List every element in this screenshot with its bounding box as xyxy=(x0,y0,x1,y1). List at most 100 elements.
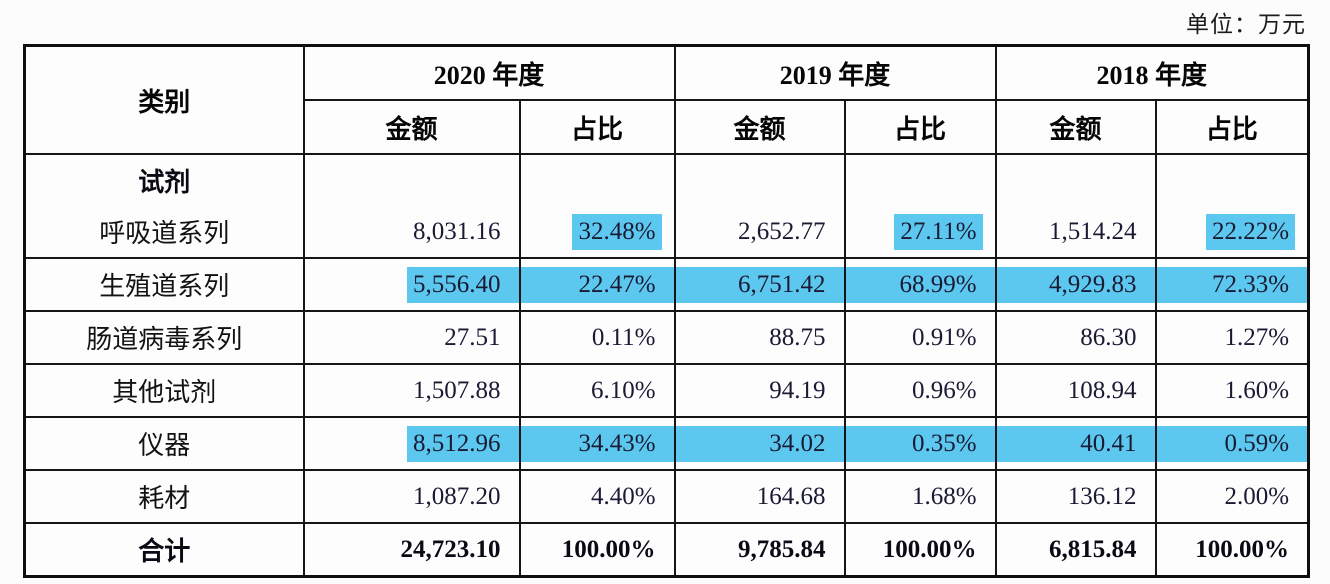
value-text: 8,031.16 xyxy=(413,217,501,245)
table-row: 耗材 1,087.20 4.40% 164.68 1.68% 136.12 2.… xyxy=(23,469,1310,524)
value-cell: 4.40% xyxy=(518,469,676,524)
value-cell: 0.91% xyxy=(843,310,997,365)
value-cell: 34.02 xyxy=(673,416,846,471)
row-label-cell: 试剂 xyxy=(23,153,305,206)
value-text: 0.96% xyxy=(911,376,977,404)
value-text: 136.12 xyxy=(1067,482,1137,510)
value-cell: 1,514.24 xyxy=(994,205,1157,259)
value-cell: 1.60% xyxy=(1154,363,1310,418)
value-cell: 0.35% xyxy=(843,416,997,471)
header-row-years: 类别 2020 年度 2019 年度 2018 年度 xyxy=(23,44,1310,155)
ratio-header-2018: 占比 xyxy=(1154,99,1310,155)
value-text: 4.40% xyxy=(590,482,656,510)
table-body: 试剂 呼吸道系列 8,031.16 32.48% 2,652.77 27.11%… xyxy=(23,153,1310,578)
value-text: 22.22% xyxy=(1205,213,1296,250)
amount-header-2020: 金额 xyxy=(302,99,521,155)
amount-header-2018: 金额 xyxy=(994,99,1157,155)
value-cell: 34.43% xyxy=(518,416,676,471)
value-cell: 1,087.20 xyxy=(302,469,521,524)
year-header-2020: 2020 年度 xyxy=(302,44,676,101)
value-text: 164.68 xyxy=(756,482,826,510)
value-text: 24,723.10 xyxy=(400,535,501,563)
value-cell: 0.11% xyxy=(518,310,676,365)
row-label: 肠道病毒系列 xyxy=(86,325,243,354)
row-label: 仪器 xyxy=(138,431,191,460)
value-text xyxy=(495,180,518,188)
value-text: 6,751.42 xyxy=(676,266,843,303)
value-text: 1.60% xyxy=(1224,376,1290,404)
value-cell xyxy=(994,153,1157,206)
table-row: 其他试剂 1,507.88 6.10% 94.19 0.96% 108.94 1… xyxy=(23,363,1310,418)
value-text: 4,929.83 xyxy=(997,266,1154,303)
value-cell: 32.48% xyxy=(518,205,676,259)
value-text: 27.51 xyxy=(444,323,501,351)
value-cell: 27.51 xyxy=(302,310,521,365)
value-cell: 40.41 xyxy=(994,416,1157,471)
amount-header-2019: 金额 xyxy=(673,99,846,155)
value-cell: 24,723.10 xyxy=(302,522,521,578)
value-text xyxy=(1283,180,1306,188)
value-cell: 0.96% xyxy=(843,363,997,418)
value-cell: 100.00% xyxy=(843,522,997,578)
value-text: 5,556.40 xyxy=(407,266,518,303)
row-label-cell: 生殖道系列 xyxy=(23,257,305,312)
row-label: 其他试剂 xyxy=(112,378,217,407)
table-row: 试剂 xyxy=(23,153,1310,206)
table-row: 肠道病毒系列 27.51 0.11% 88.75 0.91% 86.30 1.2… xyxy=(23,310,1310,365)
value-text: 88.75 xyxy=(769,323,826,351)
value-cell: 9,785.84 xyxy=(673,522,846,578)
value-cell: 86.30 xyxy=(994,310,1157,365)
value-text: 1.68% xyxy=(911,482,977,510)
revenue-by-category-table: 类别 2020 年度 2019 年度 2018 年度 金额 占比 金额 占比 金… xyxy=(23,44,1311,578)
value-text: 0.11% xyxy=(591,323,656,351)
value-text: 1.27% xyxy=(1224,323,1290,351)
value-text: 32.48% xyxy=(572,213,662,250)
value-text xyxy=(650,180,673,188)
value-cell: 2.00% xyxy=(1154,469,1310,524)
value-cell: 8,512.96 xyxy=(302,416,521,471)
value-cell xyxy=(302,153,521,206)
value-cell: 22.47% xyxy=(518,257,676,312)
value-cell: 27.11% xyxy=(843,205,997,259)
table-row: 合计 24,723.10 100.00% 9,785.84 100.00% 6,… xyxy=(23,522,1310,578)
value-cell: 100.00% xyxy=(518,522,676,578)
value-cell: 6,815.84 xyxy=(994,522,1157,578)
table-row: 呼吸道系列 8,031.16 32.48% 2,652.77 27.11% 1,… xyxy=(23,205,1310,259)
value-cell: 6.10% xyxy=(518,363,676,418)
value-cell xyxy=(518,153,676,206)
row-label-cell: 仪器 xyxy=(23,416,305,471)
value-text: 100.00% xyxy=(561,535,656,563)
value-text: 22.47% xyxy=(521,266,673,303)
value-cell: 94.19 xyxy=(673,363,846,418)
header-row-metrics: 金额 占比 金额 占比 金额 占比 xyxy=(25,99,1310,155)
value-text: 0.59% xyxy=(1157,425,1307,462)
row-label-cell: 肠道病毒系列 xyxy=(23,310,305,365)
table-header: 类别 2020 年度 2019 年度 2018 年度 金额 占比 金额 占比 金… xyxy=(23,44,1310,155)
value-cell: 136.12 xyxy=(994,469,1157,524)
value-cell: 88.75 xyxy=(673,310,846,365)
value-text: 40.41 xyxy=(997,425,1154,462)
row-label: 呼吸道系列 xyxy=(99,219,230,248)
value-text: 1,507.88 xyxy=(413,376,501,404)
value-text: 6.10% xyxy=(590,376,656,404)
table-row: 生殖道系列 5,556.40 22.47% 6,751.42 68.99% 4,… xyxy=(23,257,1310,312)
row-label-cell: 呼吸道系列 xyxy=(23,205,305,259)
row-label: 合计 xyxy=(138,537,191,566)
value-text: 8,512.96 xyxy=(407,425,518,462)
row-label-cell: 耗材 xyxy=(23,469,305,524)
value-cell: 8,031.16 xyxy=(302,205,521,259)
unit-label: 单位：万元 xyxy=(1186,12,1306,37)
value-cell xyxy=(673,153,846,206)
value-text: 6,815.84 xyxy=(1049,535,1137,563)
value-cell: 1,507.88 xyxy=(302,363,521,418)
value-cell: 72.33% xyxy=(1154,257,1310,312)
year-header-2019: 2019 年度 xyxy=(673,44,997,101)
value-text: 2,652.77 xyxy=(738,217,826,245)
row-label: 生殖道系列 xyxy=(99,272,230,301)
value-text: 86.30 xyxy=(1080,323,1137,351)
value-cell: 6,751.42 xyxy=(673,257,846,312)
value-cell xyxy=(1154,153,1310,206)
row-label-cell: 合计 xyxy=(23,522,305,578)
value-text xyxy=(820,180,843,188)
